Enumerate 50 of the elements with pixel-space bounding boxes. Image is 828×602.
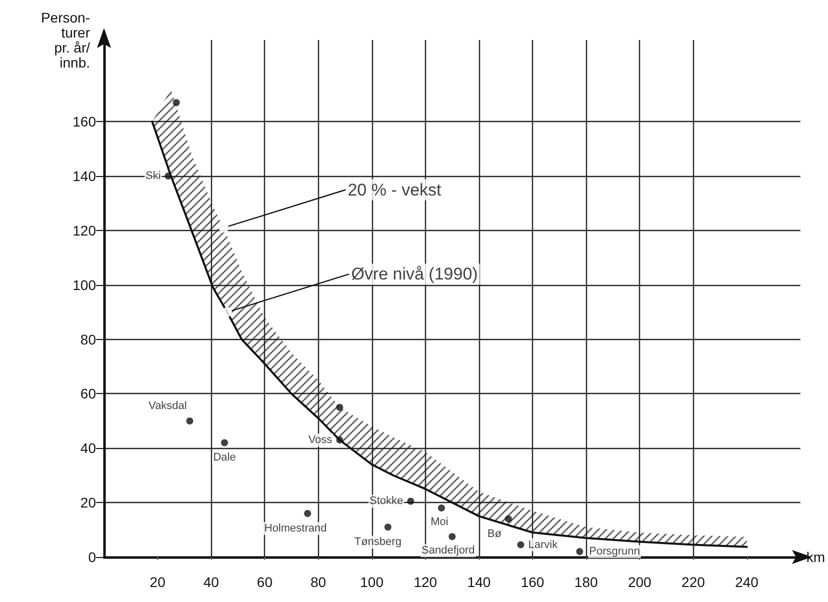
- data-label: Tønsberg: [354, 536, 402, 548]
- annotation: Øvre nivå (1990): [351, 264, 478, 284]
- data-label: Porsgrunn: [589, 546, 640, 558]
- point: [172, 99, 180, 106]
- data-label: Moi: [430, 516, 448, 528]
- point: [164, 172, 172, 180]
- y-tick-label: 0: [88, 549, 96, 565]
- point: [517, 541, 524, 548]
- point: [384, 524, 392, 531]
- x-tick-label: 160: [520, 574, 544, 590]
- x-tick-label: 80: [310, 574, 326, 590]
- x-tick-label: 60: [256, 574, 273, 590]
- x-tick-label: 180: [574, 574, 598, 590]
- x-tick-label: 240: [735, 574, 759, 590]
- y-tick-label: 60: [80, 386, 96, 402]
- point: [438, 504, 445, 512]
- point: [576, 548, 584, 556]
- x-tick-label: 220: [682, 574, 706, 590]
- y-tick-label: 20: [80, 494, 96, 511]
- x-tick-label: 40: [203, 574, 220, 590]
- y-axis-title: Person- turer pr. år/ innb.: [40, 10, 90, 70]
- x-tick-label: 200: [628, 574, 652, 590]
- data-label: Sandefjord: [422, 544, 475, 557]
- x-tick-label: 120: [414, 574, 438, 590]
- data-label: Bø: [487, 528, 502, 540]
- data-label: Dale: [213, 452, 236, 464]
- data-label: Stokke: [370, 495, 404, 508]
- point: [186, 417, 194, 424]
- data-label: Vaksdal: [148, 400, 187, 412]
- point: [336, 436, 344, 444]
- y-tick-label: 40: [80, 440, 96, 456]
- y-tick-label: 100: [72, 276, 96, 293]
- data-label: Holmestrand: [264, 522, 327, 534]
- y-tick-label: 80: [80, 331, 96, 348]
- data-label: Ski: [145, 170, 161, 182]
- point: [304, 510, 312, 517]
- point: [504, 515, 512, 522]
- annotation: 20 % - vekst: [348, 180, 442, 200]
- x-tick-label: 100: [360, 574, 384, 590]
- data-label: Voss: [308, 434, 333, 446]
- point: [448, 533, 456, 540]
- x-tick-label: 140: [467, 574, 491, 590]
- point: [221, 439, 228, 446]
- y-tick-label: 140: [72, 168, 96, 184]
- data-label: Larvik: [528, 538, 558, 551]
- point: [407, 498, 414, 505]
- y-tick-label: 160: [72, 114, 96, 130]
- point: [336, 404, 344, 411]
- y-tick-label: 120: [72, 222, 96, 238]
- x-tick-label: 20: [150, 574, 166, 590]
